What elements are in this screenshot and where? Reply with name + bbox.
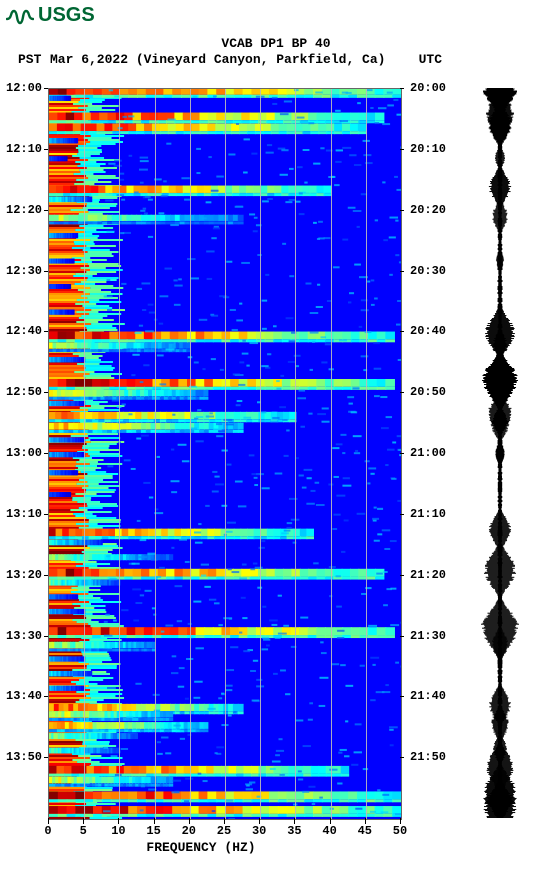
y-tick-left: 12:20 bbox=[6, 203, 42, 217]
x-tick-label: 5 bbox=[80, 824, 87, 838]
y-tick-right: 21:30 bbox=[410, 629, 446, 643]
chart-title: VCAB DP1 BP 40 bbox=[0, 36, 552, 51]
spectrogram-plot bbox=[48, 88, 402, 820]
usgs-logo-text: USGS bbox=[38, 4, 95, 27]
y-tick-left: 12:10 bbox=[6, 142, 42, 156]
x-tick-label: 20 bbox=[182, 824, 196, 838]
y-tick-left: 12:30 bbox=[6, 264, 42, 278]
y-tick-left: 12:40 bbox=[6, 324, 42, 338]
x-axis-label: FREQUENCY (HZ) bbox=[0, 840, 402, 855]
y-tick-left: 13:20 bbox=[6, 568, 42, 582]
y-tick-left: 13:00 bbox=[6, 446, 42, 460]
usgs-logo: USGS bbox=[6, 4, 95, 27]
y-tick-right: 20:30 bbox=[410, 264, 446, 278]
y-tick-left: 13:10 bbox=[6, 507, 42, 521]
left-timezone-label: PST bbox=[18, 52, 41, 67]
y-tick-right: 21:40 bbox=[410, 689, 446, 703]
x-tick-label: 0 bbox=[44, 824, 51, 838]
seismogram-trace bbox=[464, 88, 536, 818]
x-tick-label: 25 bbox=[217, 824, 231, 838]
x-tick-label: 10 bbox=[111, 824, 125, 838]
y-tick-left: 13:40 bbox=[6, 689, 42, 703]
y-tick-right: 20:40 bbox=[410, 324, 446, 338]
y-tick-right: 20:20 bbox=[410, 203, 446, 217]
y-tick-right: 20:10 bbox=[410, 142, 446, 156]
x-tick-label: 50 bbox=[393, 824, 407, 838]
y-tick-right: 21:20 bbox=[410, 568, 446, 582]
usgs-wave-icon bbox=[6, 5, 34, 27]
y-tick-left: 13:30 bbox=[6, 629, 42, 643]
date-location-label: Mar 6,2022 (Vineyard Canyon, Parkfield, … bbox=[50, 52, 422, 67]
y-tick-left: 12:50 bbox=[6, 385, 42, 399]
y-tick-right: 21:00 bbox=[410, 446, 446, 460]
y-tick-right: 20:00 bbox=[410, 81, 446, 95]
y-tick-right: 21:50 bbox=[410, 750, 446, 764]
x-tick-label: 45 bbox=[358, 824, 372, 838]
x-tick-label: 40 bbox=[322, 824, 336, 838]
right-timezone-label: UTC bbox=[419, 52, 442, 67]
x-tick-label: 35 bbox=[287, 824, 301, 838]
y-tick-right: 20:50 bbox=[410, 385, 446, 399]
y-tick-left: 13:50 bbox=[6, 750, 42, 764]
y-tick-right: 21:10 bbox=[410, 507, 446, 521]
x-tick-label: 30 bbox=[252, 824, 266, 838]
y-tick-left: 12:00 bbox=[6, 81, 42, 95]
x-tick-label: 15 bbox=[146, 824, 160, 838]
